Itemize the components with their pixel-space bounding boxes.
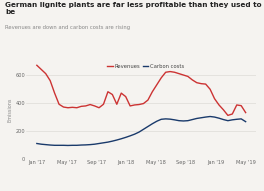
Legend: Revenues, Carbon costs: Revenues, Carbon costs: [105, 62, 186, 71]
Text: German lignite plants are far less profitable than they used to be: German lignite plants are far less profi…: [5, 2, 262, 15]
Y-axis label: Emissions: Emissions: [7, 98, 12, 122]
Text: Revenues are down and carbon costs are rising: Revenues are down and carbon costs are r…: [5, 25, 130, 30]
